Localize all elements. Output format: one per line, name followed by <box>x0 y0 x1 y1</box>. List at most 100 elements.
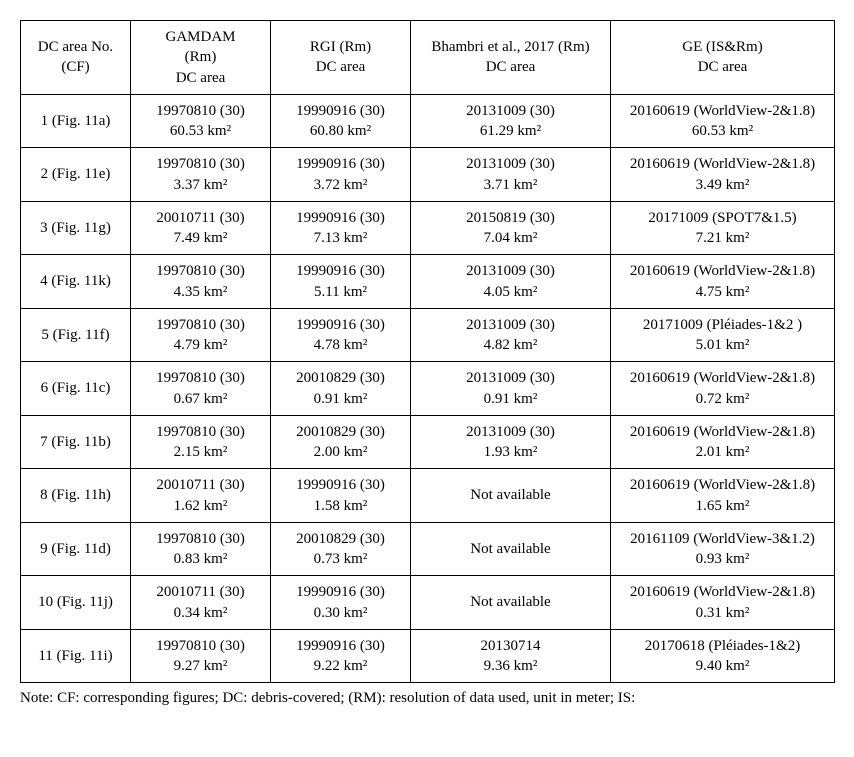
table-row: 1 (Fig. 11a)19970810 (30)60.53 km²199909… <box>21 94 835 148</box>
bhambri-cell: 20131009 (30)4.82 km² <box>411 308 611 362</box>
gamdam-cell: 19970810 (30)2.15 km² <box>131 415 271 469</box>
cell-text: 19990916 (30) <box>275 154 406 174</box>
header-text: RGI (Rm) <box>275 37 406 57</box>
gamdam-cell: 19970810 (30)60.53 km² <box>131 94 271 148</box>
ge-cell: 20170618 (Pléiades-1&2)9.40 km² <box>611 629 835 683</box>
header-text: DC area <box>415 57 606 77</box>
cell-text: 19990916 (30) <box>275 636 406 656</box>
gamdam-cell: 19970810 (30)4.35 km² <box>131 255 271 309</box>
table-row: 3 (Fig. 11g)20010711 (30)7.49 km²1999091… <box>21 201 835 255</box>
rgi-cell: 19990916 (30)9.22 km² <box>271 629 411 683</box>
cell-text: 7.13 km² <box>275 228 406 248</box>
cell-text: 3.37 km² <box>135 175 266 195</box>
cell-text: 3.72 km² <box>275 175 406 195</box>
cell-text: 19990916 (30) <box>275 315 406 335</box>
cell-text: 19970810 (30) <box>135 368 266 388</box>
cell-text: 20131009 (30) <box>415 422 606 442</box>
ge-cell: 20161109 (WorldView-3&1.2)0.93 km² <box>611 522 835 576</box>
cell-text: 0.72 km² <box>615 389 830 409</box>
row-label-cell: 4 (Fig. 11k) <box>21 255 131 309</box>
cell-text: 1 (Fig. 11a) <box>25 111 126 131</box>
cell-text: 19990916 (30) <box>275 208 406 228</box>
cell-text: 0.91 km² <box>415 389 606 409</box>
cell-text: 20150819 (30) <box>415 208 606 228</box>
rgi-cell: 19990916 (30)3.72 km² <box>271 148 411 202</box>
table-row: 5 (Fig. 11f)19970810 (30)4.79 km²1999091… <box>21 308 835 362</box>
header-row: DC area No. (CF) GAMDAM (Rm) DC area RGI… <box>21 21 835 95</box>
cell-text: 20130714 <box>415 636 606 656</box>
cell-text: 20131009 (30) <box>415 101 606 121</box>
header-text: DC area <box>275 57 406 77</box>
ge-cell: 20160619 (WorldView-2&1.8)0.31 km² <box>611 576 835 630</box>
bhambri-cell: Not available <box>411 576 611 630</box>
cell-text: 20131009 (30) <box>415 261 606 281</box>
cell-text: 10 (Fig. 11j) <box>25 592 126 612</box>
bhambri-cell: 20150819 (30)7.04 km² <box>411 201 611 255</box>
bhambri-cell: 20131009 (30)1.93 km² <box>411 415 611 469</box>
rgi-cell: 19990916 (30)4.78 km² <box>271 308 411 362</box>
cell-text: 20160619 (WorldView-2&1.8) <box>615 422 830 442</box>
ge-cell: 20171009 (SPOT7&1.5)7.21 km² <box>611 201 835 255</box>
cell-text: 20171009 (SPOT7&1.5) <box>615 208 830 228</box>
rgi-cell: 19990916 (30)1.58 km² <box>271 469 411 523</box>
cell-text: 4 (Fig. 11k) <box>25 271 126 291</box>
header-cell-rgi: RGI (Rm) DC area <box>271 21 411 95</box>
cell-text: 4.75 km² <box>615 282 830 302</box>
header-text: GE (IS&Rm) <box>615 37 830 57</box>
cell-text: 20161109 (WorldView-3&1.2) <box>615 529 830 549</box>
ge-cell: 20160619 (WorldView-2&1.8)2.01 km² <box>611 415 835 469</box>
cell-text: 9.22 km² <box>275 656 406 676</box>
header-text: (CF) <box>25 57 126 77</box>
rgi-cell: 19990916 (30)60.80 km² <box>271 94 411 148</box>
ge-cell: 20160619 (WorldView-2&1.8)0.72 km² <box>611 362 835 416</box>
cell-text: 60.80 km² <box>275 121 406 141</box>
cell-text: 60.53 km² <box>135 121 266 141</box>
rgi-cell: 20010829 (30)0.73 km² <box>271 522 411 576</box>
cell-text: 4.78 km² <box>275 335 406 355</box>
cell-text: 1.58 km² <box>275 496 406 516</box>
cell-text: 19970810 (30) <box>135 101 266 121</box>
table-row: 4 (Fig. 11k)19970810 (30)4.35 km²1999091… <box>21 255 835 309</box>
row-label-cell: 10 (Fig. 11j) <box>21 576 131 630</box>
cell-text: 1.65 km² <box>615 496 830 516</box>
cell-text: 8 (Fig. 11h) <box>25 485 126 505</box>
rgi-cell: 19990916 (30)0.30 km² <box>271 576 411 630</box>
cell-text: 19990916 (30) <box>275 261 406 281</box>
cell-text: 9.36 km² <box>415 656 606 676</box>
table-body: 1 (Fig. 11a)19970810 (30)60.53 km²199909… <box>21 94 835 683</box>
cell-text: 0.34 km² <box>135 603 266 623</box>
cell-text: 3.49 km² <box>615 175 830 195</box>
rgi-cell: 20010829 (30)0.91 km² <box>271 362 411 416</box>
cell-text: 2 (Fig. 11e) <box>25 164 126 184</box>
header-cell-gamdam: GAMDAM (Rm) DC area <box>131 21 271 95</box>
table-head: DC area No. (CF) GAMDAM (Rm) DC area RGI… <box>21 21 835 95</box>
header-text: DC area No. <box>25 37 126 57</box>
rgi-cell: 19990916 (30)5.11 km² <box>271 255 411 309</box>
header-text: GAMDAM <box>135 27 266 47</box>
row-label-cell: 6 (Fig. 11c) <box>21 362 131 416</box>
table-row: 10 (Fig. 11j)20010711 (30)0.34 km²199909… <box>21 576 835 630</box>
bhambri-cell: 20131009 (30)61.29 km² <box>411 94 611 148</box>
bhambri-cell: 20131009 (30)3.71 km² <box>411 148 611 202</box>
cell-text: 20010829 (30) <box>275 368 406 388</box>
cell-text: 20131009 (30) <box>415 368 606 388</box>
ge-cell: 20160619 (WorldView-2&1.8)1.65 km² <box>611 469 835 523</box>
cell-text: 2.00 km² <box>275 442 406 462</box>
cell-text: 20010829 (30) <box>275 422 406 442</box>
cell-text: 19970810 (30) <box>135 636 266 656</box>
table-row: 9 (Fig. 11d)19970810 (30)0.83 km²2001082… <box>21 522 835 576</box>
table-row: 8 (Fig. 11h)20010711 (30)1.62 km²1999091… <box>21 469 835 523</box>
cell-text: 9.40 km² <box>615 656 830 676</box>
cell-text: 7.49 km² <box>135 228 266 248</box>
ge-cell: 20160619 (WorldView-2&1.8)60.53 km² <box>611 94 835 148</box>
row-label-cell: 7 (Fig. 11b) <box>21 415 131 469</box>
header-cell-bhambri: Bhambri et al., 2017 (Rm) DC area <box>411 21 611 95</box>
header-cell-ge: GE (IS&Rm) DC area <box>611 21 835 95</box>
table-row: 7 (Fig. 11b)19970810 (30)2.15 km²2001082… <box>21 415 835 469</box>
header-text: (Rm) <box>135 47 266 67</box>
row-label-cell: 5 (Fig. 11f) <box>21 308 131 362</box>
table-row: 6 (Fig. 11c)19970810 (30)0.67 km²2001082… <box>21 362 835 416</box>
row-label-cell: 3 (Fig. 11g) <box>21 201 131 255</box>
cell-text: 1.62 km² <box>135 496 266 516</box>
row-label-cell: 9 (Fig. 11d) <box>21 522 131 576</box>
